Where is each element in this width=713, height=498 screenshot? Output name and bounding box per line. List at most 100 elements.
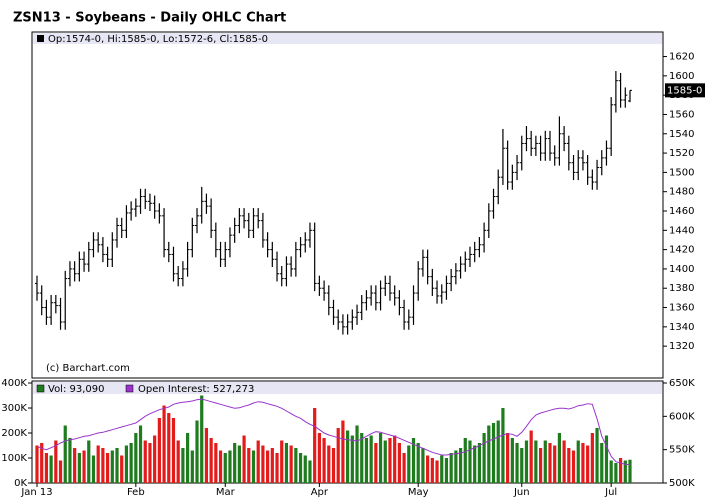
y-tick-label: 1360 <box>669 303 694 314</box>
y-tick-label: 1340 <box>669 322 694 333</box>
y-tick-label: 300K <box>1 403 27 414</box>
volume-bar <box>148 443 152 483</box>
volume-bar <box>54 440 58 483</box>
volume-bar <box>430 458 434 483</box>
y-tick-label: 1460 <box>669 206 694 217</box>
volume-bar <box>82 450 86 483</box>
open-interest-line <box>36 398 631 466</box>
y-tick-label: 200K <box>1 428 27 439</box>
volume-bar <box>270 448 274 483</box>
oi-swatch <box>125 384 134 393</box>
volume-bar <box>124 445 129 483</box>
volume-bar <box>510 438 514 483</box>
volume-bar <box>214 443 218 483</box>
volume-bar <box>68 438 72 483</box>
volume-bar <box>336 428 340 483</box>
volume-bar <box>600 443 604 483</box>
y2-tick-label: 650K <box>669 378 695 389</box>
volume-bar <box>247 448 251 483</box>
volume-bar <box>186 433 190 483</box>
volume-bar <box>284 443 289 483</box>
volume-bar <box>402 453 406 483</box>
volume-bar <box>162 405 166 483</box>
y-tick-label: 1620 <box>669 52 694 63</box>
volume-bar <box>289 445 293 483</box>
volume-bar <box>491 423 496 483</box>
volume-bar <box>49 455 53 483</box>
volume-bar <box>280 440 284 483</box>
volume-bar <box>298 453 303 483</box>
volume-bar <box>138 425 143 483</box>
volume-bar <box>261 445 265 483</box>
volume-bar <box>101 448 105 483</box>
volume-bar <box>440 455 444 483</box>
volume-bar <box>63 425 67 483</box>
volume-bar <box>331 448 336 483</box>
volume-bar <box>449 453 453 483</box>
y-tick-label: 1420 <box>669 245 694 256</box>
x-tick-label: Apr <box>311 487 329 498</box>
volume-bar <box>176 440 180 483</box>
y-tick-label: 1500 <box>669 167 694 178</box>
volume-bar <box>590 433 594 483</box>
volume-bar <box>242 435 246 483</box>
volume-bar <box>346 430 350 483</box>
volume-bar <box>171 418 176 483</box>
volume-bar <box>506 433 510 483</box>
volume-bar <box>515 443 519 483</box>
y-tick-label: 1380 <box>669 283 694 294</box>
y-tick-label: 1600 <box>669 71 694 82</box>
volume-bar <box>623 460 627 483</box>
chart-title: ZSN13 - Soybeans - Daily OHLC Chart <box>13 11 286 26</box>
volume-bar <box>157 418 161 483</box>
volume-bar <box>383 440 387 483</box>
y2-tick-label: 550K <box>669 445 695 456</box>
volume-bar <box>77 453 81 483</box>
volume-bar <box>374 443 378 483</box>
y-tick-label: 1400 <box>669 264 694 275</box>
volume-bar <box>411 438 416 483</box>
volume-bar <box>458 448 463 483</box>
volume-bar <box>181 448 185 483</box>
volume-bar <box>200 395 204 483</box>
volume-bar <box>73 448 77 483</box>
volume-bar <box>134 433 138 483</box>
volume-bar <box>355 425 359 483</box>
volume-bar <box>595 428 599 483</box>
y-tick-label: 1540 <box>669 129 694 140</box>
volume-bar <box>115 448 119 483</box>
volume-bar <box>468 440 472 483</box>
y2-tick-label: 600K <box>669 411 695 422</box>
y-tick-label: 0K <box>14 478 27 489</box>
volume-bar <box>524 440 529 483</box>
volume-bar <box>562 440 566 483</box>
volume-bar <box>482 433 486 483</box>
volume-bar <box>477 443 481 483</box>
volume-bar <box>421 448 425 483</box>
volume-bar <box>341 420 345 483</box>
y-tick-label: 1480 <box>669 187 694 198</box>
volume-bar <box>576 440 580 483</box>
volume-bar <box>557 433 562 483</box>
volume-bar <box>463 438 467 483</box>
volume-swatch <box>36 384 45 393</box>
volume-bar <box>317 433 321 483</box>
volume-bar <box>218 450 223 483</box>
y-tick-label: 1520 <box>669 148 694 159</box>
volume-legend: Vol: 93,090 <box>48 384 105 395</box>
volume-bar <box>487 425 491 483</box>
volume-bar <box>426 455 430 483</box>
volume-bar <box>538 448 543 483</box>
x-tick-label: Jul <box>604 487 617 498</box>
ohlc-legend: Op:1574-0, Hi:1585-0, Lo:1572-6, Cl:1585… <box>48 34 268 45</box>
volume-bar <box>571 450 576 483</box>
volume-bar <box>473 445 477 483</box>
volume-bar <box>195 420 199 483</box>
volume-bar <box>369 435 373 483</box>
volume-bar <box>58 460 63 483</box>
volume-bar <box>444 458 449 483</box>
volume-bar <box>294 448 298 483</box>
volume-bar <box>543 440 547 483</box>
volume-bar <box>388 438 392 483</box>
